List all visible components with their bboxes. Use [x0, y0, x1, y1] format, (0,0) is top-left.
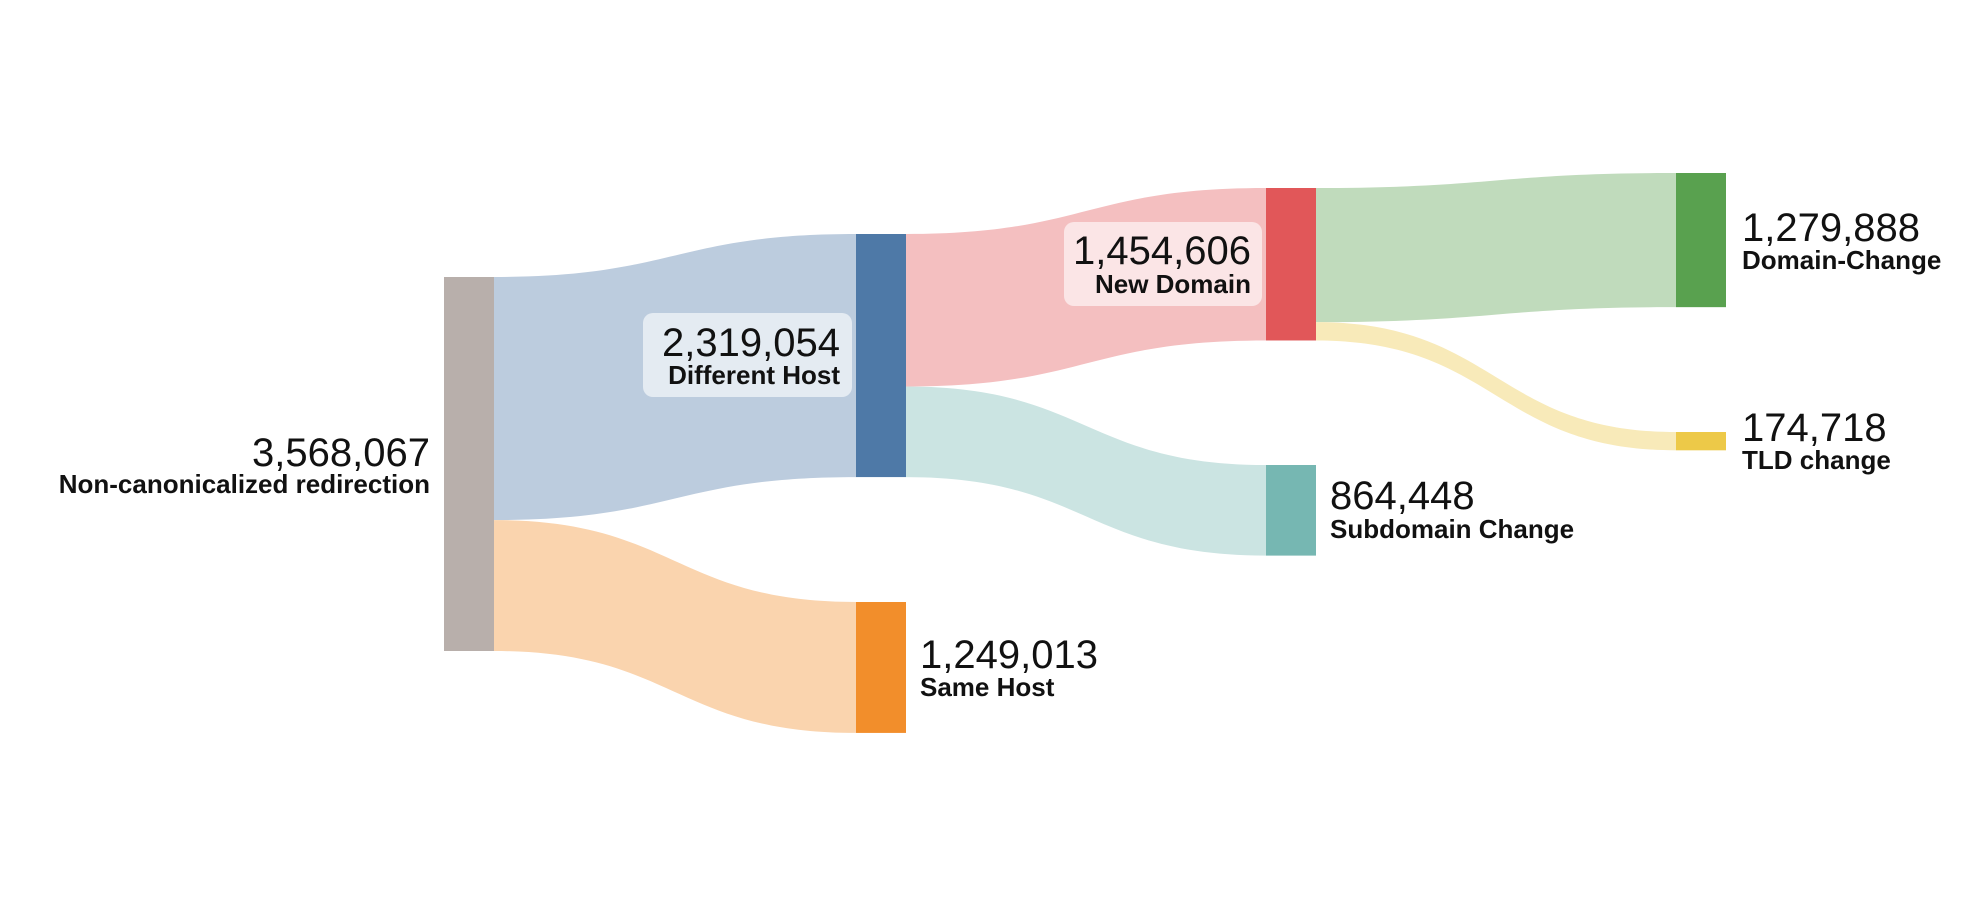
value-label: 3,568,067 [252, 431, 430, 475]
link-different-host-to-subdomain-change [906, 386, 1266, 556]
node-different-host [856, 234, 906, 478]
node-subdomain-change [1266, 465, 1316, 556]
sankey-nodes [444, 173, 1726, 733]
node-root [444, 277, 494, 651]
node-name-label: Same Host [920, 672, 1055, 702]
value-label: 174,718 [1742, 406, 1887, 450]
node-name-label: New Domain [1095, 269, 1251, 299]
label-domain-change: 1,279,888 Domain-Change [1742, 206, 1941, 275]
value-label: 864,448 [1330, 474, 1475, 518]
node-tld-change [1676, 432, 1726, 451]
link-new-domain-to-domain-change [1316, 173, 1676, 323]
link-new-domain-to-tld-change [1316, 322, 1676, 451]
label-root: 3,568,067 Non-canonicalized redirection [59, 431, 430, 499]
node-new-domain [1266, 188, 1316, 341]
value-label: 1,279,888 [1742, 206, 1920, 250]
node-domain-change [1676, 173, 1726, 308]
value-label: 1,249,013 [920, 633, 1098, 677]
value-label: 2,319,054 [662, 321, 840, 365]
node-same-host [856, 602, 906, 733]
node-name-label: Domain-Change [1742, 245, 1941, 275]
label-subdomain-change: 864,448 Subdomain Change [1330, 474, 1574, 544]
label-new-domain: 1,454,606 New Domain [1064, 222, 1262, 306]
sankey-links [494, 173, 1676, 733]
node-name-label: Different Host [668, 360, 840, 390]
link-root-to-same-host [494, 520, 856, 733]
node-name-label: Subdomain Change [1330, 514, 1574, 544]
label-background [643, 313, 852, 397]
value-label: 1,454,606 [1073, 229, 1251, 273]
label-same-host: 1,249,013 Same Host [920, 633, 1098, 702]
label-background [1064, 222, 1262, 306]
node-name-label: Non-canonicalized redirection [59, 469, 430, 499]
node-name-label: TLD change [1742, 445, 1891, 475]
label-tld-change: 174,718 TLD change [1742, 406, 1891, 475]
label-different-host: 2,319,054 Different Host [643, 313, 852, 397]
